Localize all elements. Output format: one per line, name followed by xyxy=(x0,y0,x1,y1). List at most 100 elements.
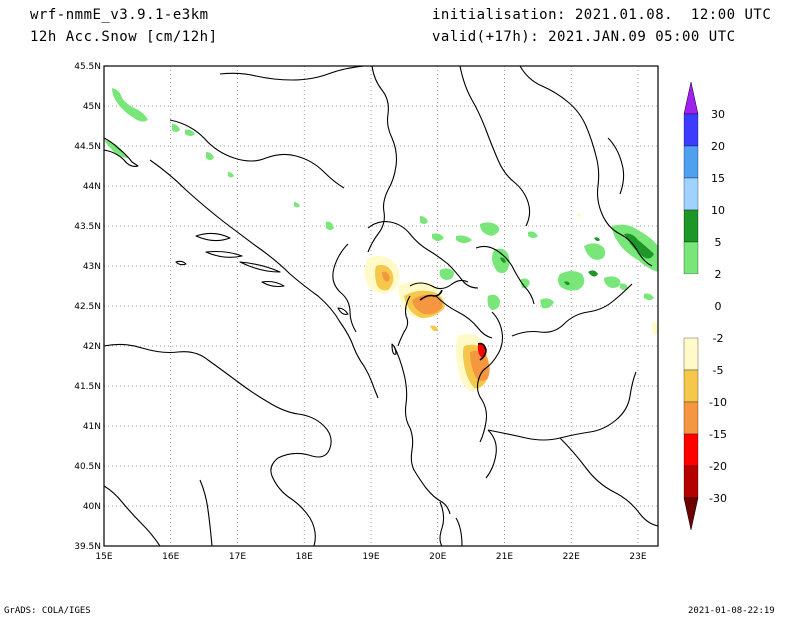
island-outline xyxy=(205,250,243,258)
snow-patch xyxy=(604,276,621,288)
coastline-adriatic xyxy=(104,137,139,167)
snow-patch xyxy=(594,237,600,242)
valid-time: valid(+17h): 2021.JAN.09 05:00 UTC xyxy=(432,29,736,45)
snow-patch xyxy=(520,278,530,289)
colorbar-band xyxy=(683,369,699,403)
snow-patch xyxy=(439,268,454,280)
country-border xyxy=(332,243,357,333)
snow-patch xyxy=(430,325,438,332)
snow-patch xyxy=(112,88,148,122)
snow-patch xyxy=(104,140,128,158)
lat-tick-label: 42.5N xyxy=(74,302,101,312)
country-border xyxy=(475,245,535,305)
snow-patch xyxy=(206,152,214,160)
colorbar-band xyxy=(684,306,698,338)
coastline-italy xyxy=(104,485,161,546)
island-outline xyxy=(337,307,349,315)
country-border xyxy=(219,66,365,81)
island-outline xyxy=(261,280,285,288)
lon-tick-label: 20E xyxy=(429,552,446,562)
colorbar-label: 2 xyxy=(715,268,722,281)
snow-patch xyxy=(456,235,472,243)
country-border xyxy=(559,437,658,527)
colorbar-label: 15 xyxy=(711,172,725,185)
snow-patch xyxy=(528,231,538,238)
map-frame xyxy=(103,65,659,547)
field-title: 12h Acc.Snow [cm/12h] xyxy=(30,29,218,45)
snow-patch xyxy=(382,271,390,282)
lake-outline xyxy=(391,343,397,355)
colorbar-band xyxy=(683,209,699,243)
snow-patch xyxy=(644,293,654,300)
snow-patch xyxy=(185,129,195,136)
snow-patch xyxy=(228,172,234,178)
boundaries xyxy=(104,66,658,546)
colorbar-label: -10 xyxy=(709,396,727,409)
colorbar-band xyxy=(683,465,699,499)
init-time: initialisation: 2021.01.08. 12:00 UTC xyxy=(432,7,772,23)
snow-patch xyxy=(420,216,428,224)
lat-tick-label: 39.5N xyxy=(74,542,101,552)
lon-tick-label: 18E xyxy=(296,552,313,562)
zero-contour xyxy=(419,289,443,301)
snow-patch xyxy=(412,294,443,315)
snow-patch xyxy=(652,322,658,336)
snow-patch xyxy=(326,221,334,230)
colorbar-bottom-triangle xyxy=(683,497,699,531)
snow-patch xyxy=(558,271,585,291)
lon-tick-label: 17E xyxy=(229,552,246,562)
colorbar-band xyxy=(683,337,699,371)
model-title: wrf-nmmE_v3.9.1-e3km xyxy=(30,7,209,23)
island-outline xyxy=(239,261,281,273)
zero-contours xyxy=(419,289,487,361)
snow-patch xyxy=(620,283,628,290)
country-border xyxy=(519,66,653,267)
colorbar-top-triangle xyxy=(683,81,699,115)
country-border xyxy=(435,295,493,339)
footer-credit: GrADS: COLA/IGES xyxy=(4,606,91,616)
snow-patch xyxy=(588,270,598,277)
colorbar-label: -30 xyxy=(709,492,727,505)
snow-fill-patches xyxy=(104,88,658,392)
country-border xyxy=(607,137,625,195)
colorbar-label: 20 xyxy=(711,140,725,153)
lat-tick-label: 42N xyxy=(83,342,101,352)
lat-tick-label: 44N xyxy=(83,182,101,192)
colorbar-band xyxy=(683,145,699,179)
lat-tick-label: 44.5N xyxy=(74,142,101,152)
colorbar-label: 30 xyxy=(711,108,725,121)
colorbar-band xyxy=(683,177,699,211)
coastline-albania xyxy=(393,345,451,515)
lon-tick-label: 19E xyxy=(362,552,379,562)
colorbar-label: -5 xyxy=(713,364,724,377)
lat-tick-label: 43.5N xyxy=(74,222,101,232)
colorbar-label: -20 xyxy=(709,460,727,473)
snow-patch xyxy=(576,213,582,218)
island-outline xyxy=(175,260,187,266)
country-border xyxy=(397,295,411,347)
axis-labels: 45.5N 45N 44.5N 44N 43.5N 43N 42.5N 42N 41.5N 41N… xyxy=(74,62,647,562)
lat-tick-label: 40.5N xyxy=(74,462,101,472)
coastline-greece xyxy=(439,501,445,546)
country-border xyxy=(511,283,633,337)
snow-patch xyxy=(564,281,570,286)
country-border xyxy=(476,311,504,443)
colorbar-band xyxy=(683,113,699,147)
country-border xyxy=(409,279,469,290)
lon-tick-label: 23E xyxy=(629,552,646,562)
coastline-adriatic xyxy=(149,159,379,399)
lon-tick-label: 16E xyxy=(162,552,179,562)
colorbar-label: -15 xyxy=(709,428,727,441)
colorbar-label: 0 xyxy=(715,300,722,313)
country-border xyxy=(485,429,497,479)
colorbar-label: -2 xyxy=(713,332,724,345)
country-border xyxy=(169,119,345,189)
snow-patch xyxy=(470,350,490,381)
coastline-greece xyxy=(455,517,463,546)
colorbar-band xyxy=(683,433,699,467)
country-border xyxy=(367,66,398,253)
country-border xyxy=(459,66,531,227)
colorbar-label: 5 xyxy=(715,236,722,249)
lat-tick-label: 41N xyxy=(83,422,101,432)
